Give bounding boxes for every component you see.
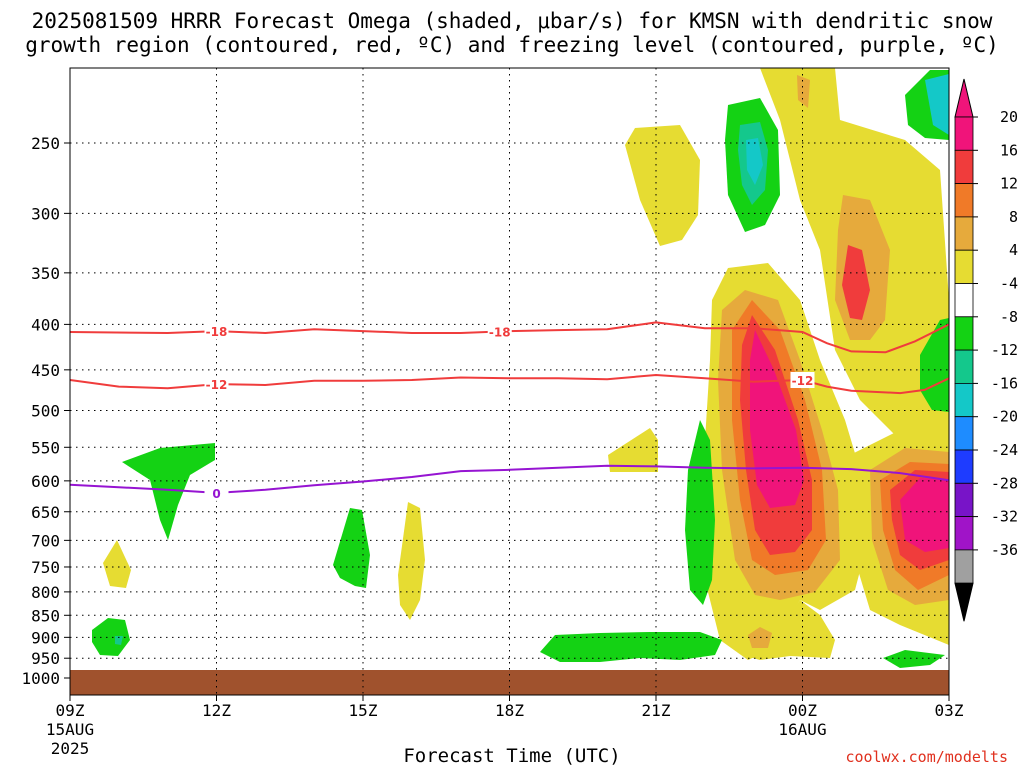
colorbar-label: -20	[991, 408, 1018, 426]
colorbar-label: 8	[1009, 208, 1018, 226]
colorbar-label: 16	[1000, 141, 1018, 159]
contour-line	[69, 373, 950, 395]
y-tick-label: 450	[31, 361, 60, 380]
colorbar-swatch	[954, 216, 974, 251]
contour-label: -18	[489, 325, 511, 339]
omega-negative-region	[746, 138, 763, 185]
omega-positive-region	[625, 125, 700, 246]
colorbar: 20 16 12 8 4 -4 -8 -12 -16 -20 -24 -28 -32 -36	[954, 78, 1018, 622]
y-tick-label: 350	[31, 264, 60, 283]
omega-shading	[92, 68, 949, 668]
y-tick-label: 1000	[21, 669, 60, 688]
contour-label: 0	[212, 487, 220, 501]
contour-label-bg	[790, 371, 815, 388]
omega-positive-region	[842, 245, 870, 320]
credit-text: coolwx.com/modelts	[845, 748, 1008, 766]
colorbar-swatch	[954, 449, 974, 484]
colorbar-swatch	[954, 149, 974, 185]
y-tick-label: 550	[31, 438, 60, 457]
colorbar-label: -28	[991, 474, 1018, 492]
colorbar-swatch	[954, 183, 974, 218]
ground-fill	[70, 670, 949, 695]
grid-lines	[64, 68, 950, 701]
y-tick-label: 850	[31, 606, 60, 625]
colorbar-label: 4	[1009, 241, 1018, 259]
colorbar-label: -8	[1000, 308, 1018, 326]
x-tick-label: 12Z	[202, 701, 231, 720]
colorbar-swatch	[954, 382, 974, 418]
colorbar-swatch	[954, 549, 974, 584]
y-tick-label: 800	[31, 583, 60, 602]
contour-lines: -18 -18 -12 -12 0	[69, 321, 950, 501]
colorbar-label: 20	[1000, 108, 1018, 126]
colorbar-swatch	[954, 482, 974, 517]
x-tick-label: 00Z	[788, 701, 817, 720]
omega-negative-region	[925, 74, 949, 135]
y-tick-label: 600	[31, 472, 60, 491]
colorbar-label: -4	[1000, 275, 1018, 293]
omega-positive-region	[608, 428, 658, 472]
x-tick-label: 18Z	[495, 701, 524, 720]
x-tick-year-label: 2025	[51, 739, 90, 758]
contour-label: -18	[206, 325, 228, 339]
contour-label-bg	[487, 323, 512, 340]
y-tick-label: 250	[31, 134, 60, 153]
x-tick-label: 15Z	[349, 701, 378, 720]
y-axis-tick-labels: 250 300 350 400 450 500 550 600 650 700 750 800 850 9…	[21, 134, 60, 688]
contour-label-bg	[204, 323, 229, 340]
x-tick-label: 03Z	[935, 701, 964, 720]
y-tick-label: 950	[31, 649, 60, 668]
omega-positive-region	[103, 540, 131, 588]
y-tick-label: 700	[31, 531, 60, 550]
omega-negative-region	[122, 443, 215, 540]
colorbar-swatch	[954, 416, 974, 451]
omega-negative-region	[115, 636, 123, 645]
x-tick-date-label: 15AUG	[46, 720, 94, 739]
omega-negative-region	[883, 650, 945, 668]
colorbar-swatch	[954, 349, 974, 384]
y-tick-label: 750	[31, 558, 60, 577]
contour-label: -12	[206, 378, 228, 392]
omega-negative-region	[685, 420, 715, 605]
x-tick-date-label: 16AUG	[778, 720, 826, 739]
colorbar-swatch	[954, 516, 974, 551]
chart-title-line-2: growth region (contoured, red, ºC) and f…	[25, 33, 999, 57]
omega-positive-region	[900, 478, 949, 552]
contour-label-bg	[204, 376, 229, 393]
colorbar-swatch	[954, 116, 974, 151]
colorbar-label: 12	[1000, 175, 1018, 193]
omega-positive-region	[750, 330, 804, 508]
x-tick-label: 09Z	[56, 701, 85, 720]
y-tick-label: 300	[31, 204, 60, 223]
colorbar-label: -32	[991, 508, 1018, 526]
colorbar-over-triangle	[954, 78, 974, 118]
plot-frame	[69, 67, 950, 696]
omega-positive-region	[398, 502, 425, 620]
contour-label-bg	[204, 484, 229, 501]
x-tick-label: 21Z	[642, 701, 671, 720]
y-tick-label: 500	[31, 402, 60, 421]
omega-negative-region	[540, 632, 722, 662]
omega-negative-region	[92, 618, 130, 656]
colorbar-label: -16	[991, 374, 1018, 392]
y-tick-label: 650	[31, 503, 60, 522]
y-tick-label: 900	[31, 628, 60, 647]
omega-negative-region	[333, 508, 370, 588]
colorbar-swatch	[954, 249, 974, 284]
colorbar-under-triangle	[954, 582, 974, 622]
colorbar-label: -24	[991, 441, 1018, 459]
colorbar-swatch	[954, 283, 974, 318]
omega-positive-region	[797, 75, 810, 108]
y-tick-label: 400	[31, 315, 60, 334]
x-axis-title: Forecast Time (UTC)	[403, 745, 621, 767]
colorbar-label: -36	[991, 541, 1018, 559]
contour-line	[69, 321, 950, 354]
colorbar-swatch	[954, 316, 974, 351]
contour-label: -12	[792, 374, 814, 388]
colorbar-label: -12	[991, 341, 1018, 359]
chart-title-line-1: 2025081509 HRRR Forecast Omega (shaded, …	[31, 9, 993, 33]
